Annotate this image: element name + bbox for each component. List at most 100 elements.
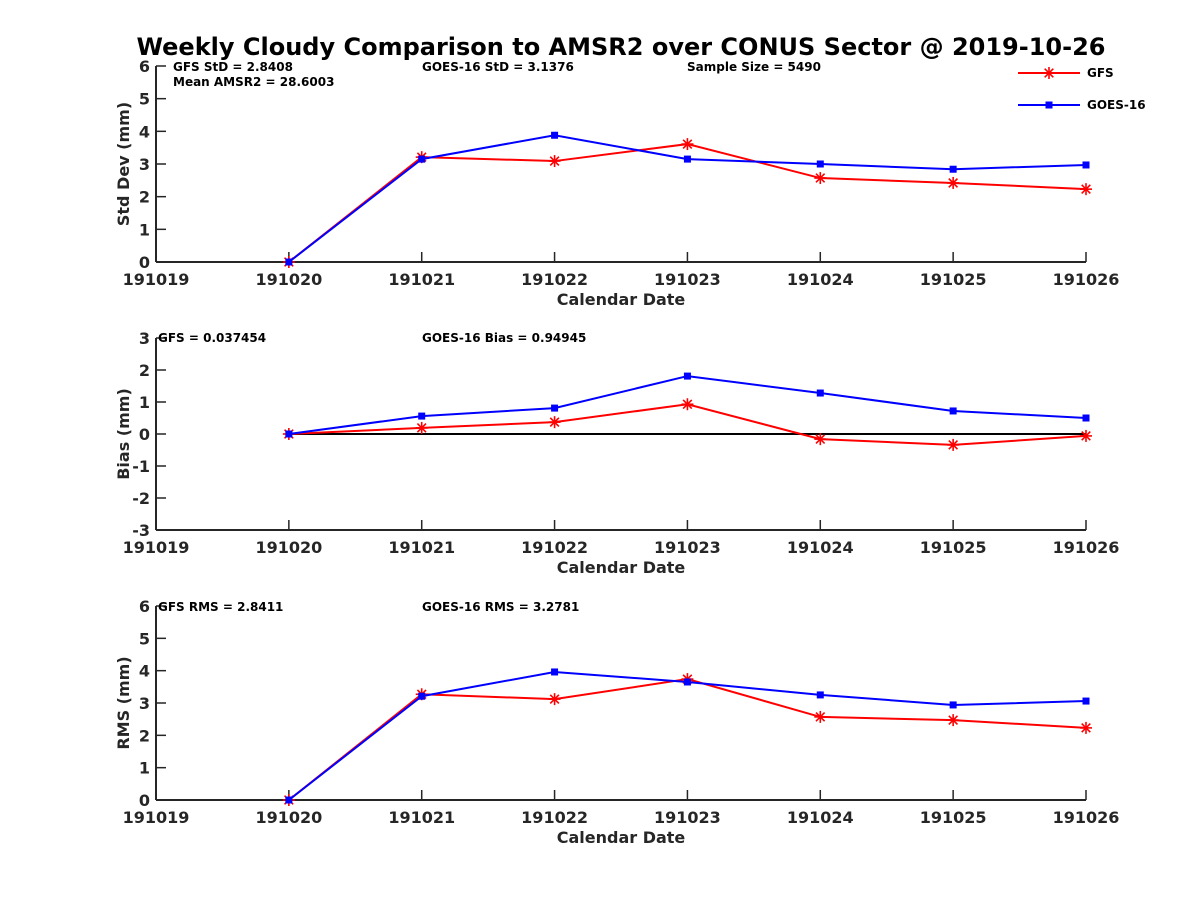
panel-3: 0 1 2 3 4 5 6 191019 191020 191021 191022 191023 191… — [114, 597, 1119, 847]
data-point-gfs — [548, 155, 561, 168]
data-point-goes-16 — [285, 796, 293, 804]
panel-2: -3 -2 -1 0 1 2 3 191019 191020 191021 191022 191023… — [114, 329, 1119, 577]
data-point-gfs — [681, 398, 694, 411]
x-tick-label: 191021 — [388, 808, 455, 827]
data-point-goes-16 — [285, 430, 293, 438]
data-point-goes-16 — [683, 678, 691, 686]
stat-annotation: GFS RMS = 2.8411 — [158, 600, 283, 614]
series-line-gfs — [288, 403, 1087, 446]
x-tick-label: 191025 — [920, 538, 987, 557]
y-tick-label: -1 — [132, 457, 150, 476]
x-tick-label: 191023 — [654, 808, 721, 827]
x-tick-label: 191026 — [1053, 270, 1120, 289]
x-axis-label: Calendar Date — [557, 558, 686, 577]
x-axis-label: Calendar Date — [557, 828, 686, 847]
legend-entry-goes-16: GOES-16 — [1018, 98, 1146, 112]
x-tick-label: 191022 — [521, 270, 588, 289]
legend-square-marker — [1045, 101, 1053, 109]
y-axis-label: Std Dev (mm) — [114, 102, 133, 226]
data-point-goes-16 — [683, 372, 691, 380]
y-tick-label: 4 — [139, 662, 150, 681]
x-tick-label: 191019 — [123, 270, 190, 289]
x-tick-label: 191024 — [787, 270, 854, 289]
data-point-goes-16 — [418, 155, 426, 163]
data-point-goes-16 — [949, 701, 957, 709]
y-tick-label: 1 — [139, 759, 150, 778]
x-tick-label: 191021 — [388, 538, 455, 557]
x-tick-label: 191020 — [255, 270, 322, 289]
data-point-gfs — [1080, 183, 1092, 196]
data-point-goes-16 — [816, 389, 824, 397]
y-tick-label: -2 — [132, 489, 150, 508]
data-point-goes-16 — [1082, 161, 1090, 169]
data-point-gfs — [814, 710, 827, 723]
y-tick-label: 0 — [139, 253, 150, 272]
data-point-goes-16 — [949, 165, 957, 173]
series-gfs — [282, 673, 1092, 806]
stat-annotation: GOES-16 Bias = 0.94945 — [422, 331, 586, 345]
data-point-goes-16 — [551, 404, 559, 412]
stat-annotation: GOES-16 StD = 3.1376 — [422, 60, 574, 74]
legend-label: GFS — [1087, 66, 1114, 80]
stat-annotation: GFS = 0.037454 — [158, 331, 266, 345]
series-line-goes-16 — [288, 670, 1087, 801]
x-axis-label: Calendar Date — [557, 290, 686, 309]
data-point-goes-16 — [816, 691, 824, 699]
y-tick-label: 3 — [139, 155, 150, 174]
data-point-gfs — [1080, 721, 1092, 734]
data-point-gfs — [415, 421, 428, 434]
data-point-goes-16 — [949, 407, 957, 415]
y-tick-label: 3 — [139, 329, 150, 348]
data-point-gfs — [947, 438, 960, 451]
data-point-goes-16 — [418, 412, 426, 420]
legend: GFS GOES-16 — [1018, 66, 1146, 112]
legend-label: GOES-16 — [1087, 98, 1146, 112]
data-point-goes-16 — [285, 258, 293, 266]
y-tick-label: 4 — [139, 122, 150, 141]
x-tick-label: 191025 — [920, 270, 987, 289]
y-tick-label: 6 — [139, 597, 150, 616]
y-axis-label: RMS (mm) — [114, 656, 133, 749]
data-point-gfs — [947, 714, 960, 727]
y-tick-label: -3 — [132, 521, 150, 540]
y-tick-label: 6 — [139, 57, 150, 76]
chart-title: Weekly Cloudy Comparison to AMSR2 over C… — [137, 33, 1106, 61]
x-tick-label: 191023 — [654, 270, 721, 289]
y-tick-label: 5 — [139, 90, 150, 109]
data-point-gfs — [1080, 429, 1092, 442]
x-tick-label: 191020 — [255, 808, 322, 827]
data-point-gfs — [548, 416, 561, 429]
data-point-goes-16 — [551, 131, 559, 139]
legend-asterisk-marker — [1043, 67, 1055, 79]
data-point-gfs — [814, 433, 827, 446]
stat-annotation: GOES-16 RMS = 3.2781 — [422, 600, 579, 614]
data-point-gfs — [947, 176, 960, 189]
data-point-goes-16 — [683, 155, 691, 163]
data-point-gfs — [681, 138, 694, 151]
x-tick-label: 191021 — [388, 270, 455, 289]
x-tick-label: 191024 — [787, 538, 854, 557]
y-tick-label: 2 — [139, 726, 150, 745]
series-line-gfs — [288, 678, 1087, 801]
data-point-goes-16 — [1082, 414, 1090, 422]
y-tick-label: 1 — [139, 220, 150, 239]
y-tick-label: 0 — [139, 425, 150, 444]
x-tick-label: 191026 — [1053, 538, 1120, 557]
x-tick-label: 191022 — [521, 808, 588, 827]
y-tick-label: 3 — [139, 694, 150, 713]
x-tick-label: 191019 — [123, 538, 190, 557]
series-line-goes-16 — [288, 134, 1087, 263]
stat-annotation: Mean AMSR2 = 28.6003 — [173, 75, 334, 89]
x-tick-label: 191026 — [1053, 808, 1120, 827]
x-tick-label: 191023 — [654, 538, 721, 557]
x-tick-label: 191024 — [787, 808, 854, 827]
stat-annotation: Sample Size = 5490 — [687, 60, 821, 74]
data-point-goes-16 — [418, 692, 426, 700]
series-gfs — [282, 398, 1092, 451]
data-point-gfs — [548, 693, 561, 706]
data-point-goes-16 — [551, 668, 559, 676]
x-tick-label: 191022 — [521, 538, 588, 557]
y-tick-label: 0 — [139, 791, 150, 810]
x-tick-label: 191025 — [920, 808, 987, 827]
